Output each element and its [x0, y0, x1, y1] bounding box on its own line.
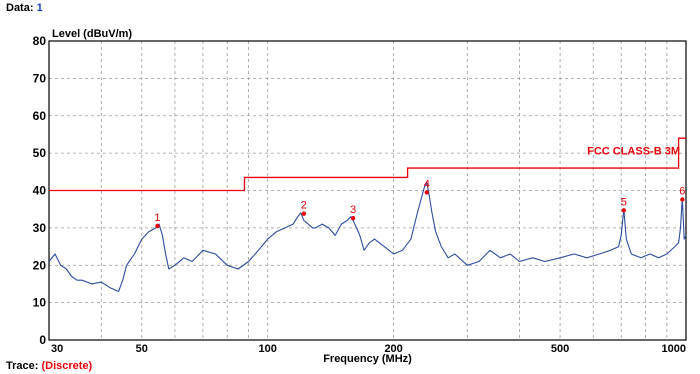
data-label: Data: — [6, 2, 34, 14]
marker-point — [155, 223, 160, 229]
limit-line — [49, 137, 686, 192]
y-tick-label: 20 — [33, 258, 47, 272]
x-tick-label: 500 — [551, 343, 569, 355]
marker-point — [350, 215, 356, 221]
marker-label: 1 — [154, 212, 160, 224]
trace-line — [48, 182, 687, 292]
marker-label: 5 — [621, 196, 627, 208]
marker-label: 2 — [301, 200, 307, 212]
marker-point — [301, 211, 307, 216]
marker-label: 6 — [679, 185, 685, 197]
x-axis-label: Frequency (MHz) — [323, 353, 412, 365]
data-header: Data: 1 — [6, 2, 43, 14]
y-tick-label: 10 — [33, 296, 47, 310]
data-value: 1 — [36, 2, 43, 14]
marker-label: 3 — [350, 204, 356, 216]
trace-value: (Discrete) — [41, 360, 93, 372]
limit-line-label: FCC CLASS-B 3M — [587, 146, 680, 158]
marker-label: 4 — [424, 178, 430, 190]
marker-point — [424, 190, 429, 195]
y-tick-label: 50 — [33, 146, 47, 160]
y-tick-label: 0 — [39, 333, 46, 347]
y-tick-label: 60 — [33, 109, 47, 123]
marker-point — [621, 208, 626, 213]
y-tick-label: 40 — [33, 184, 47, 198]
y-tick-label: 80 — [33, 34, 47, 48]
trace-footer: Trace: (Discrete) — [6, 360, 92, 372]
trace-label: Trace: — [6, 360, 39, 372]
x-tick-label: 1000 — [662, 343, 686, 355]
x-tick-label: 200 — [384, 343, 402, 355]
y-tick-label: 70 — [33, 71, 47, 85]
x-tick-label: 30 — [51, 343, 63, 355]
marker-point — [680, 197, 685, 202]
y-axis-label: Level (dBuV/m) — [52, 28, 132, 40]
x-tick-label: 50 — [136, 343, 148, 355]
x-tick-label: 100 — [259, 343, 277, 355]
y-tick-label: 30 — [33, 221, 47, 235]
